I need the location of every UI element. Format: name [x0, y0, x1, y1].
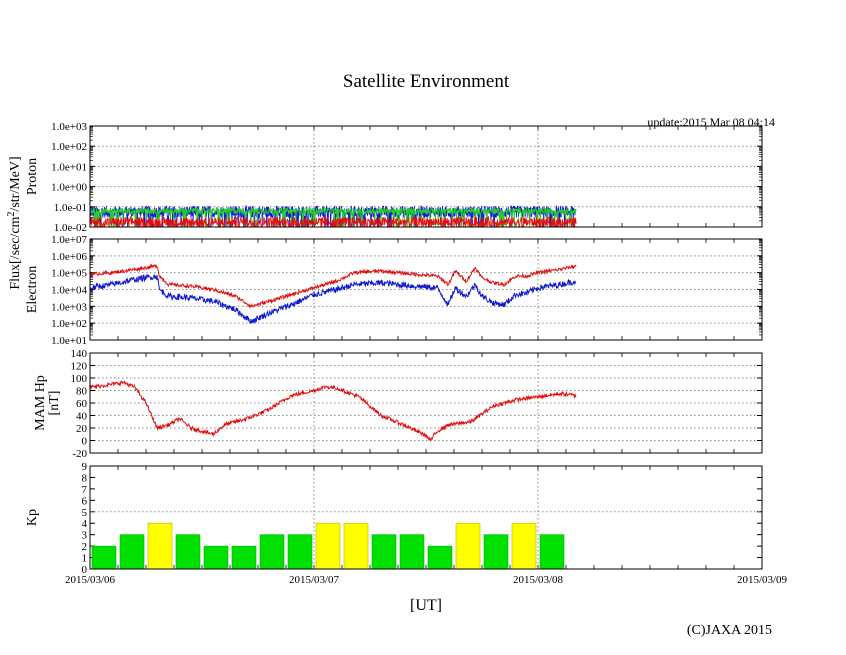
kp-bar: [91, 545, 117, 570]
y-axis-label: MAM Hp: [33, 375, 48, 431]
electron-series-1: [89, 273, 577, 324]
y-tick-label: 1.0e+04: [51, 285, 87, 297]
panel-frame: [89, 352, 763, 454]
flux-axis-label: Flux[/sec/cm2/str/MeV]: [6, 156, 23, 289]
y-tick-label: 8: [82, 472, 88, 484]
y-tick-label: 0: [82, 564, 88, 576]
kp-bar: [259, 534, 285, 570]
panel-electron: 1.0e+01 1.0e+02 1.0e+03 1.0e+04 1.0e+05 1.0e+…: [25, 234, 763, 347]
y-axis-label: Proton: [25, 158, 40, 195]
y-axis-label: Electron: [25, 266, 40, 313]
kp-bar: [511, 522, 537, 570]
y-tick-label: 1.0e+03: [51, 301, 87, 313]
y-axis-unit-label: [nT]: [47, 391, 62, 416]
kp-bar: [539, 534, 565, 570]
y-tick-label: 1.0e-01: [54, 202, 87, 214]
y-tick-label: 9: [82, 461, 88, 473]
kp-bar: [287, 534, 313, 570]
kp-bar: [175, 534, 201, 570]
y-axis-label: Kp: [25, 509, 40, 526]
y-tick-label: 120: [71, 361, 88, 373]
y-tick-label: 100: [71, 373, 88, 385]
kp-bar: [231, 545, 257, 570]
x-tick-label: 2015/03/09: [737, 574, 788, 586]
y-tick-label: 3: [82, 530, 88, 542]
y-tick-label: 6: [82, 495, 88, 507]
kp-bar: [343, 522, 369, 570]
update-timestamp: update:2015 Mar 08 04:14: [647, 115, 775, 129]
x-tick-label: 2015/03/08: [513, 574, 564, 586]
proton-series-2: [89, 215, 577, 229]
y-tick-label: 1.0e+02: [51, 318, 87, 330]
y-tick-label: 1.0e-02: [54, 222, 87, 234]
y-tick-label: 5: [82, 507, 88, 519]
mam-hp-series-0: [89, 379, 577, 442]
x-tick-label: 2015/03/06: [65, 574, 116, 586]
x-tick-label: 2015/03/07: [289, 574, 340, 586]
y-tick-label: 4: [82, 518, 88, 530]
proton-series-1: [89, 206, 577, 227]
kp-bar: [371, 534, 397, 570]
x-axis-label: [UT]: [410, 597, 442, 614]
y-tick-label: 80: [76, 386, 88, 398]
y-tick-label: -20: [72, 448, 87, 460]
y-tick-label: 1.0e+03: [51, 121, 87, 133]
y-tick-label: 0: [82, 436, 88, 448]
copyright-text: (C)JAXA 2015: [687, 623, 772, 638]
y-tick-label: 1: [82, 553, 88, 565]
kp-bar: [203, 545, 229, 570]
y-tick-label: 60: [76, 398, 88, 410]
y-tick-label: 40: [76, 411, 88, 423]
panels-group: 1.0e-021.0e-011.0e+001.0e+011.0e+021.0e+…: [6, 121, 788, 586]
y-tick-label: 140: [71, 348, 88, 360]
y-tick-label: 20: [76, 423, 88, 435]
kp-bar: [399, 534, 425, 570]
y-tick-label: 1.0e+07: [51, 234, 87, 246]
kp-bar: [455, 522, 481, 570]
y-tick-label: 2: [82, 541, 88, 553]
chart-title: Satellite Environment: [343, 71, 510, 92]
y-tick-label: 1.0e+05: [51, 268, 87, 280]
y-tick-label: 7: [82, 484, 88, 496]
panel-frame: [89, 125, 763, 228]
panel-frame: [89, 238, 763, 341]
y-tick-label: 1.0e+01: [51, 161, 87, 173]
y-tick-label: 1.0e+02: [51, 141, 87, 153]
electron-series-0: [89, 263, 577, 309]
kp-bar: [427, 545, 453, 570]
kp-bar: [147, 522, 173, 570]
panel-proton: 1.0e-02 1.0e-01 1.0e+00 1.0e+01 1.0e+02 1.0e+…: [25, 121, 763, 234]
y-tick-label: 1.0e+00: [51, 182, 87, 194]
kp-bar: [483, 534, 509, 570]
kp-bar: [315, 522, 341, 570]
panel-frame: [89, 465, 763, 570]
y-tick-label: 1.0e+06: [51, 251, 87, 263]
kp-bar: [119, 534, 145, 570]
y-tick-label: 1.0e+01: [51, 335, 87, 347]
